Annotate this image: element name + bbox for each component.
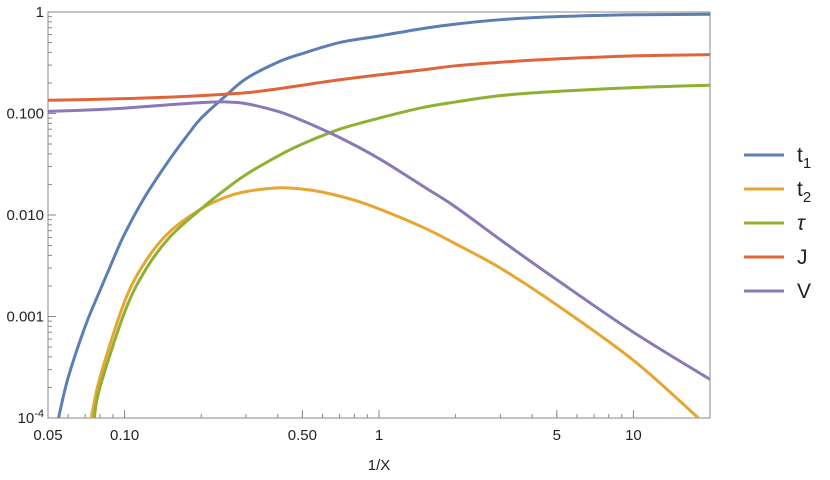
legend-label-name: V: [797, 280, 811, 303]
plot-frame: [47, 11, 711, 419]
legend-label: J: [797, 246, 808, 269]
y-tick-label-base: 1: [36, 4, 44, 21]
legend-label: t1: [797, 144, 811, 172]
x-tick-label: 0.10: [110, 427, 139, 444]
x-axis-title: 1/X: [368, 457, 391, 474]
series-line-3: [48, 53, 710, 102]
series-line-0: [57, 12, 710, 418]
y-tick-label: 0.100: [6, 106, 44, 123]
y-tick-label: 10-4: [18, 408, 44, 427]
x-tick-label: 0.05: [33, 427, 62, 444]
y-tick-label-base: 10: [18, 410, 35, 427]
x-tick-label: 1: [375, 427, 383, 444]
legend-label-name: τ: [797, 212, 806, 235]
y-axis-ticks: 10-4 0.001 0.010 0.100 1: [6, 4, 56, 427]
y-tick-label-exponent: -4: [34, 408, 44, 420]
series-line-2: [92, 83, 710, 418]
y-tick-label: 1: [36, 4, 44, 21]
legend-label-subscript: 2: [803, 189, 811, 206]
y-tick-label-base: 0.001: [6, 309, 44, 326]
y-tick-label-base: 0.010: [6, 207, 44, 224]
x-tick-label: 10: [625, 427, 642, 444]
y-tick-label: 0.010: [6, 207, 44, 224]
series-line-4: [48, 100, 710, 381]
legend-label-name: t: [797, 178, 803, 201]
legend-label: V: [797, 280, 811, 303]
legend-label-subscript: 1: [803, 155, 811, 172]
series-lines: [48, 12, 710, 418]
legend-label-name: J: [797, 246, 808, 269]
y-tick-label-base: 0.100: [6, 106, 44, 123]
legend-label-name: t: [797, 144, 803, 167]
legend-label: t2: [797, 178, 811, 206]
legend-label: τ: [797, 212, 806, 235]
x-axis-ticks: 0.05 0.10 0.50 1 5 10: [33, 410, 711, 444]
series-line-1: [89, 186, 700, 418]
y-tick-label: 0.001: [6, 309, 44, 326]
x-tick-label: 0.50: [288, 427, 317, 444]
x-tick-label: 5: [553, 427, 561, 444]
